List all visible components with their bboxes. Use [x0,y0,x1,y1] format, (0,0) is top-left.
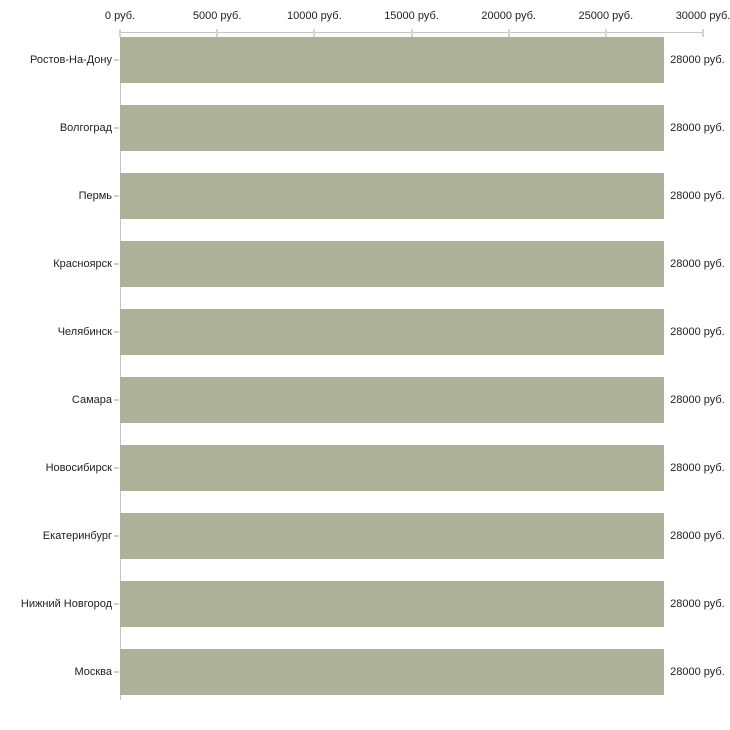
category-label: Пермь [78,190,112,202]
y-axis-tick [114,195,119,197]
x-axis-tick-label: 10000 руб. [287,10,342,22]
bar-row: Ростов-На-Дону 28000 руб. [30,37,725,83]
x-axis-tick [410,29,413,37]
value-label: 28000 руб. [670,326,725,338]
category-label: Самара [71,394,112,406]
bar [120,309,665,355]
x-axis-tick [313,29,316,37]
y-axis-line [120,32,121,700]
bar-row: Нижний Новгород 28000 руб. [21,581,725,627]
bar-row: Красноярск 28000 руб. [53,241,725,287]
value-label: 28000 руб. [670,462,725,474]
y-axis-tick [114,603,119,605]
bar-row: Пермь 28000 руб. [79,173,725,219]
bar [120,513,665,559]
bar [120,105,665,151]
bar [120,241,665,287]
bar-row: Новосибирск 28000 руб. [46,445,725,491]
value-label: 28000 руб. [670,258,725,270]
bar [120,445,665,491]
y-axis-tick [114,263,119,265]
bar-row: Москва 28000 руб. [74,649,725,695]
bar [120,377,665,423]
category-label: Челябинск [57,326,112,338]
value-label: 28000 руб. [670,530,725,542]
x-axis-tick-label: 0 руб. [104,10,136,22]
bar-row: Челябинск 28000 руб. [58,309,725,355]
x-axis-tick-label: 30000 руб. [675,10,730,22]
category-label: Нижний Новгород [20,598,112,610]
x-axis-tick [702,29,704,37]
y-axis-tick [114,671,119,673]
y-axis-tick [114,331,119,333]
category-label: Москва [74,666,112,678]
bar [120,649,665,695]
x-axis-tick-label: 5000 руб. [192,10,242,22]
x-axis-tick [216,29,219,37]
value-label: 28000 руб. [670,54,725,66]
bar-row: Екатеринбург 28000 руб. [43,513,725,559]
category-label: Екатеринбург [42,530,112,542]
x-axis-tick-label: 25000 руб. [578,10,634,22]
x-axis-tick-label: 15000 руб. [384,10,439,22]
y-axis-tick [114,127,119,129]
y-axis-tick [114,59,119,61]
y-axis-tick [114,467,119,469]
x-axis-tick [604,29,607,37]
value-label: 28000 руб. [670,190,725,202]
y-axis-tick [114,535,119,537]
value-label: 28000 руб. [670,666,725,678]
plot-area: 0 руб. 5000 руб. 10000 руб. 15000 руб. 2… [21,10,730,700]
x-axis-tick [119,29,121,37]
value-label: 28000 руб. [670,598,725,610]
x-axis-tick-label: 20000 руб. [481,10,536,22]
bar-row: Самара 28000 руб. [72,377,725,423]
category-label: Красноярск [53,258,112,270]
value-label: 28000 руб. [670,122,725,134]
bar [120,37,665,83]
category-label: Волгоград [59,122,112,134]
bar-row: Волгоград 28000 руб. [60,105,725,151]
bar [120,581,665,627]
y-axis-tick [114,399,119,401]
value-label: 28000 руб. [670,394,725,406]
x-axis-tick [507,29,510,37]
bar [120,173,665,219]
category-label: Ростов-На-Дону [29,54,112,66]
category-label: Новосибирск [45,462,112,474]
